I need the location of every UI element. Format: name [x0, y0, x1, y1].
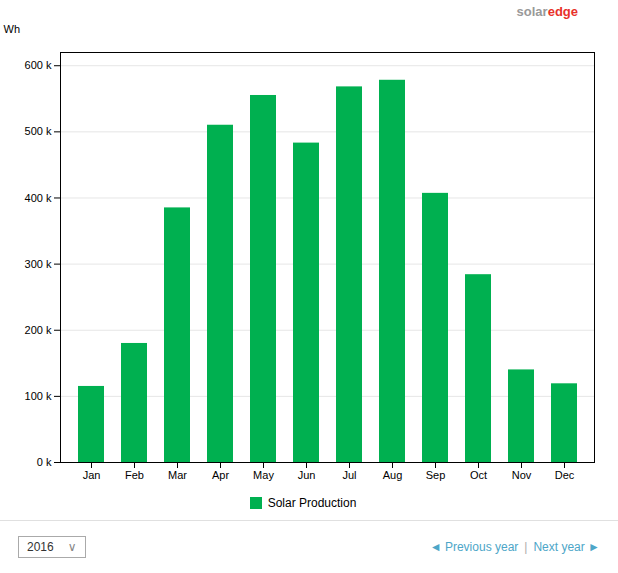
- svg-text:Oct: Oct: [470, 469, 487, 481]
- svg-text:400 k: 400 k: [25, 192, 52, 204]
- svg-text:500 k: 500 k: [25, 125, 52, 137]
- svg-text:600 k: 600 k: [25, 59, 52, 71]
- svg-text:0 k: 0 k: [37, 456, 52, 468]
- svg-text:Jan: Jan: [83, 469, 101, 481]
- svg-text:100 k: 100 k: [25, 390, 52, 402]
- svg-text:Wh: Wh: [4, 23, 21, 35]
- svg-text:Mar: Mar: [168, 469, 187, 481]
- html-text:◄ Previous year | Next year ►: ◄ Previous year | Next year ►: [429, 539, 600, 554]
- svg-text:Aug: Aug: [383, 469, 403, 481]
- html-text:solar edge: solar edge: [516, 3, 578, 19]
- svg-text:May: May: [253, 469, 274, 481]
- svg-text:Nov: Nov: [512, 469, 532, 481]
- html-text:2016: 2016: [27, 539, 54, 554]
- svg-text:Jun: Jun: [298, 469, 316, 481]
- svg-text:Apr: Apr: [212, 469, 229, 481]
- svg-text:200 k: 200 k: [25, 324, 52, 336]
- svg-text:Jul: Jul: [342, 469, 356, 481]
- svg-text:Dec: Dec: [555, 469, 575, 481]
- html-text:Solar Production: Solar Production: [267, 496, 357, 510]
- svg-text:300 k: 300 k: [25, 258, 52, 270]
- svg-text:Sep: Sep: [426, 469, 446, 481]
- svg-text:Feb: Feb: [125, 469, 144, 481]
